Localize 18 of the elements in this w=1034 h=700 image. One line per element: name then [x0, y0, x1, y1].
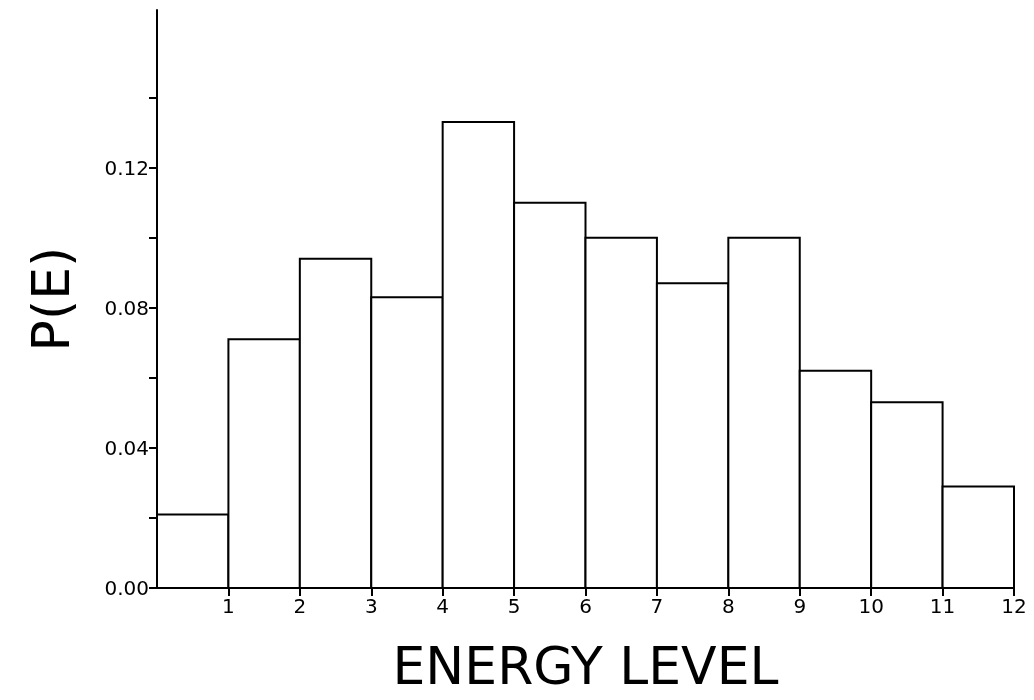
y-tick-label: 0.00: [104, 576, 149, 600]
x-tick-label: 5: [507, 594, 521, 618]
x-tick-label: 9: [793, 594, 807, 618]
x-tick-label: 7: [650, 594, 664, 618]
y-tick-label: 0.04: [104, 435, 149, 460]
x-tick-label: 3: [364, 594, 378, 618]
y-axis-title: P(E): [21, 246, 81, 352]
y-tick-label: 0.12: [104, 155, 149, 180]
x-tick-label: 1: [222, 594, 235, 618]
x-tick-label: 6: [579, 594, 592, 618]
x-axis-title: ENERGY LEVEL: [392, 636, 779, 696]
x-tick-label: 8: [721, 594, 735, 618]
x-tick-label: 12: [1001, 594, 1027, 618]
x-tick-label: 2: [293, 594, 307, 618]
x-tick-label: 11: [929, 594, 956, 618]
x-tick-label: 4: [436, 594, 450, 618]
x-tick-label: 10: [858, 594, 884, 618]
y-tick-label: 0.08: [104, 295, 149, 320]
